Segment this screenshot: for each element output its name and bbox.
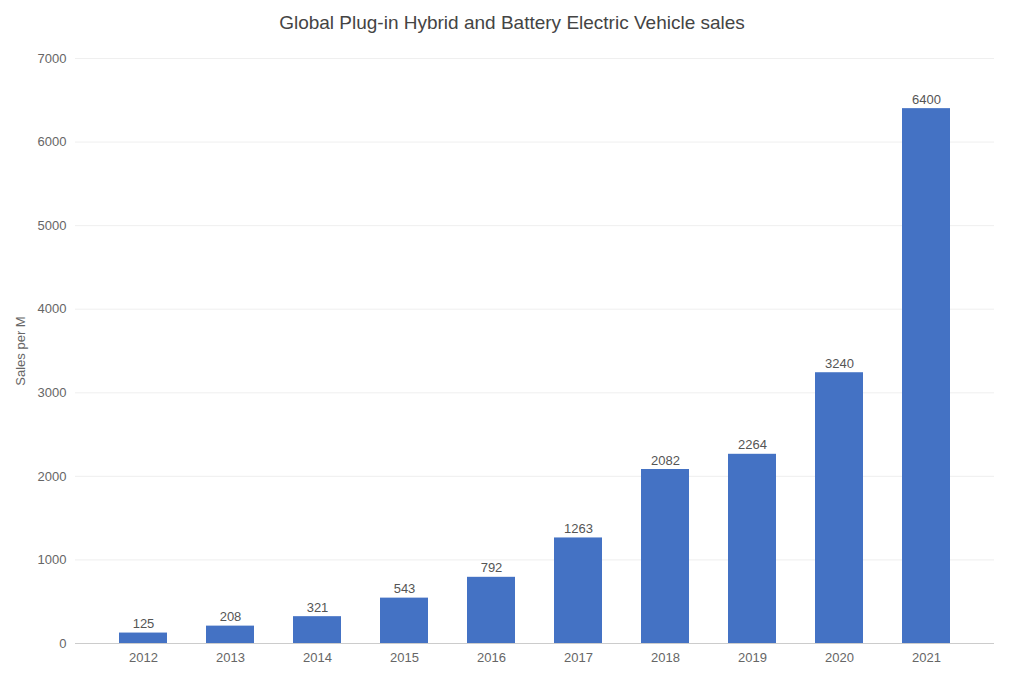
svg-text:2013: 2013 — [216, 650, 245, 665]
html-text:Global Plug-in Hybrid and Batt: Global Plug-in Hybrid and Battery Electr… — [279, 12, 745, 33]
svg-text:125: 125 — [133, 616, 155, 631]
svg-text:2020: 2020 — [825, 650, 854, 665]
svg-text:2000: 2000 — [38, 469, 67, 484]
svg-text:792: 792 — [481, 560, 503, 575]
svg-text:5000: 5000 — [38, 218, 67, 233]
svg-text:7000: 7000 — [38, 51, 67, 66]
svg-text:1263: 1263 — [564, 521, 593, 536]
svg-text:2014: 2014 — [303, 650, 332, 665]
svg-text:4000: 4000 — [38, 301, 67, 316]
svg-text:2012: 2012 — [129, 650, 158, 665]
svg-text:321: 321 — [307, 600, 329, 615]
svg-text:2264: 2264 — [738, 437, 767, 452]
svg-text:2015: 2015 — [390, 650, 419, 665]
svg-text:2018: 2018 — [651, 650, 680, 665]
svg-text:0: 0 — [59, 636, 66, 651]
svg-text:1000: 1000 — [38, 552, 67, 567]
svg-text:208: 208 — [220, 609, 242, 624]
svg-text:6400: 6400 — [912, 92, 941, 107]
svg-text:6000: 6000 — [38, 134, 67, 149]
svg-text:Sales per M: Sales per M — [13, 316, 28, 385]
svg-text:543: 543 — [394, 581, 416, 596]
svg-text:3240: 3240 — [825, 356, 854, 371]
svg-text:2019: 2019 — [738, 650, 767, 665]
svg-text:2016: 2016 — [477, 650, 506, 665]
svg-text:3000: 3000 — [38, 385, 67, 400]
svg-text:2021: 2021 — [912, 650, 941, 665]
svg-text:2082: 2082 — [651, 453, 680, 468]
svg-text:2017: 2017 — [564, 650, 593, 665]
